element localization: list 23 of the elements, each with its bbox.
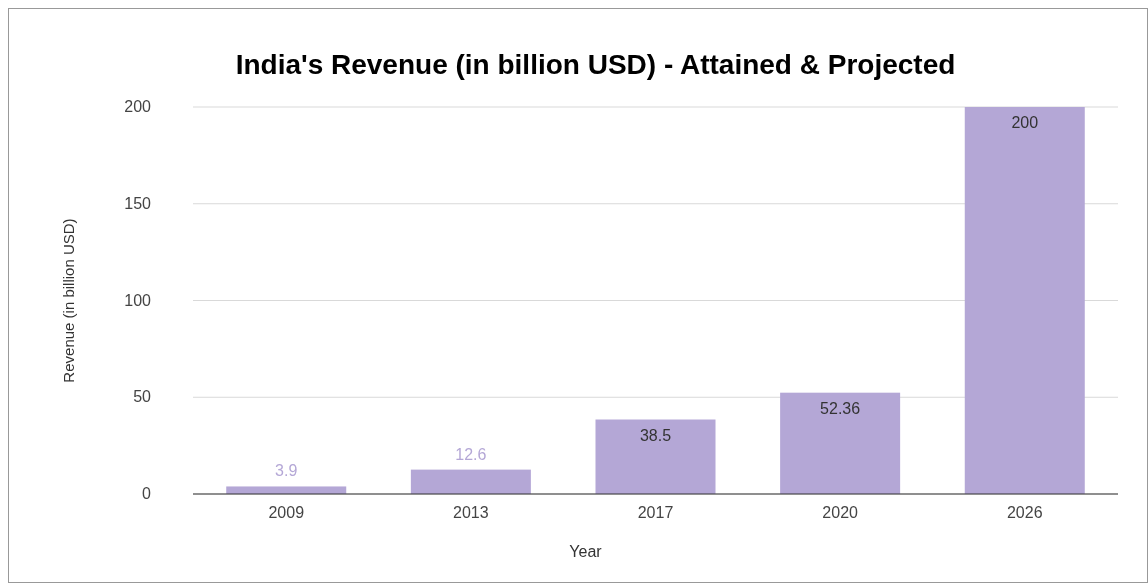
x-tick-label: 2026 bbox=[1006, 504, 1043, 521]
x-tick-label: 2017 bbox=[637, 504, 674, 521]
data-label: 200 bbox=[1011, 114, 1039, 131]
chart-title: India's Revenue (in billion USD) - Attained & Projected bbox=[235, 49, 956, 80]
bar bbox=[226, 486, 347, 494]
x-tick-label: 2020 bbox=[822, 504, 859, 521]
data-label: 38.5 bbox=[639, 426, 672, 444]
y-tick-label: 50 bbox=[133, 388, 152, 406]
bar bbox=[780, 392, 901, 494]
data-label: 12.6 bbox=[455, 445, 487, 463]
data-label: 52.36 bbox=[820, 399, 861, 417]
y-tick-label: 150 bbox=[124, 194, 152, 212]
x-axis-title: Year bbox=[569, 543, 603, 560]
bar bbox=[595, 419, 716, 494]
y-tick-label: 0 bbox=[142, 485, 152, 502]
x-tick-label: 2013 bbox=[453, 504, 489, 521]
y-axis-title: Revenue (in billion USD) bbox=[60, 218, 77, 383]
bar bbox=[964, 107, 1085, 494]
data-label: 3.9 bbox=[275, 462, 298, 480]
x-tick-label: 2009 bbox=[268, 504, 305, 521]
bar bbox=[410, 469, 531, 494]
y-tick-label: 100 bbox=[124, 291, 152, 309]
y-tick-label: 200 bbox=[124, 98, 152, 115]
